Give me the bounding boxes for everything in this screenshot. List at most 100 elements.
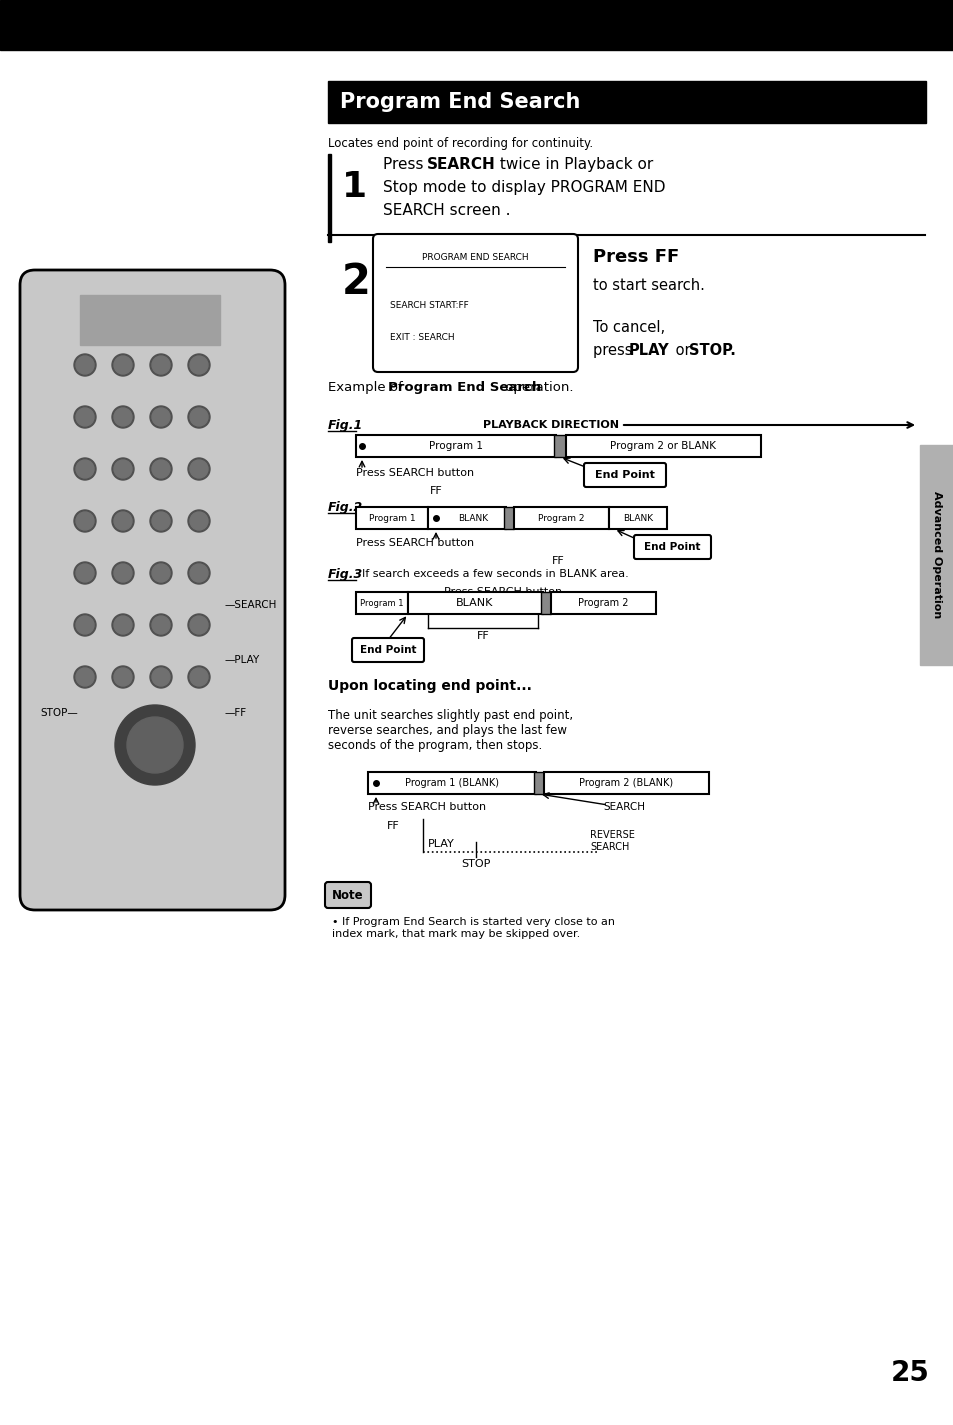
Circle shape [76, 408, 94, 426]
Circle shape [74, 457, 96, 480]
Text: —FF: —FF [225, 708, 247, 718]
Circle shape [188, 457, 210, 480]
Text: —PLAY: —PLAY [225, 656, 260, 665]
Circle shape [150, 353, 172, 376]
Text: Locates end point of recording for continuity.: Locates end point of recording for conti… [328, 137, 593, 150]
Text: Stop mode to display PROGRAM END: Stop mode to display PROGRAM END [382, 180, 665, 195]
Text: End Point: End Point [643, 542, 700, 551]
Text: Press SEARCH button: Press SEARCH button [355, 467, 474, 477]
Circle shape [76, 512, 94, 530]
Text: To cancel,: To cancel, [593, 319, 664, 335]
Bar [540, 591, 551, 614]
Text: Advanced Operation: Advanced Operation [931, 492, 941, 618]
Text: Program 2: Program 2 [578, 598, 628, 608]
Text: twice in Playback or: twice in Playback or [495, 157, 653, 172]
Bar [919, 445, 953, 665]
Bar [608, 507, 666, 529]
Text: 25: 25 [890, 1359, 928, 1387]
Circle shape [188, 353, 210, 376]
Circle shape [113, 668, 132, 685]
Bar [514, 507, 608, 529]
Circle shape [190, 356, 208, 373]
Bar [408, 591, 542, 614]
Bar [328, 154, 331, 242]
Bar [0, 0, 953, 50]
Text: BLANK: BLANK [622, 513, 653, 523]
FancyBboxPatch shape [352, 638, 423, 663]
Text: PLAY: PLAY [628, 342, 669, 358]
Text: PROGRAM END SEARCH: PROGRAM END SEARCH [422, 252, 528, 262]
Text: Press SEARCH button: Press SEARCH button [355, 539, 474, 549]
Circle shape [150, 561, 172, 584]
Circle shape [112, 353, 133, 376]
Text: Fig.1: Fig.1 [328, 419, 363, 432]
Circle shape [76, 668, 94, 685]
Circle shape [74, 614, 96, 636]
Bar [543, 772, 708, 794]
Text: Program 1: Program 1 [429, 440, 482, 450]
Circle shape [112, 406, 133, 427]
Text: PLAYBACK DIRECTION: PLAYBACK DIRECTION [482, 420, 618, 430]
Bar [355, 591, 408, 614]
FancyBboxPatch shape [634, 534, 710, 559]
Circle shape [188, 665, 210, 688]
Text: Press FF: Press FF [593, 248, 679, 266]
Circle shape [113, 564, 132, 581]
Bar [355, 507, 428, 529]
Circle shape [190, 408, 208, 426]
Text: Program End Search: Program End Search [339, 93, 579, 113]
Text: STOP—: STOP— [40, 708, 77, 718]
Text: Example of: Example of [328, 380, 407, 393]
Circle shape [74, 353, 96, 376]
Circle shape [113, 356, 132, 373]
Text: FF: FF [551, 556, 564, 566]
Text: Fig.3: Fig.3 [328, 567, 363, 580]
Circle shape [150, 665, 172, 688]
Circle shape [74, 510, 96, 532]
Circle shape [113, 408, 132, 426]
Text: BLANK: BLANK [457, 513, 488, 523]
Circle shape [188, 614, 210, 636]
Circle shape [113, 460, 132, 477]
Text: to start search.: to start search. [593, 278, 704, 292]
Circle shape [112, 665, 133, 688]
Circle shape [152, 616, 170, 634]
Circle shape [152, 512, 170, 530]
Text: FF: FF [386, 821, 399, 831]
Text: Program 2 or BLANK: Program 2 or BLANK [609, 440, 716, 450]
Text: Fig.2: Fig.2 [328, 500, 363, 513]
Text: PLAY: PLAY [428, 839, 455, 849]
Text: End Point: End Point [595, 470, 655, 480]
Text: EXIT : SEARCH: EXIT : SEARCH [390, 332, 455, 342]
Text: FF: FF [429, 486, 442, 496]
Text: Upon locating end point...: Upon locating end point... [328, 678, 532, 693]
Text: If search exceeds a few seconds in BLANK area.: If search exceeds a few seconds in BLANK… [361, 569, 628, 579]
Text: Press: Press [382, 157, 428, 172]
Circle shape [190, 460, 208, 477]
FancyBboxPatch shape [20, 269, 285, 911]
Circle shape [74, 406, 96, 427]
Bar [551, 591, 656, 614]
Circle shape [112, 510, 133, 532]
FancyBboxPatch shape [583, 463, 665, 487]
Circle shape [190, 512, 208, 530]
Circle shape [76, 356, 94, 373]
Text: Program 2 (BLANK): Program 2 (BLANK) [578, 778, 673, 788]
Circle shape [152, 460, 170, 477]
Text: Program 2: Program 2 [537, 513, 583, 523]
Text: End Point: End Point [359, 646, 416, 656]
Circle shape [188, 510, 210, 532]
Circle shape [188, 561, 210, 584]
Text: operation.: operation. [500, 380, 573, 393]
Circle shape [74, 665, 96, 688]
Text: The unit searches slightly past end point,
reverse searches, and plays the last : The unit searches slightly past end poin… [328, 710, 573, 752]
Text: REVERSE
SEARCH: REVERSE SEARCH [589, 831, 634, 852]
Bar [534, 772, 543, 794]
Circle shape [113, 616, 132, 634]
Text: STOP: STOP [461, 859, 490, 869]
Circle shape [152, 564, 170, 581]
Circle shape [150, 406, 172, 427]
Circle shape [150, 457, 172, 480]
Circle shape [127, 717, 183, 772]
Text: 1: 1 [341, 170, 367, 204]
